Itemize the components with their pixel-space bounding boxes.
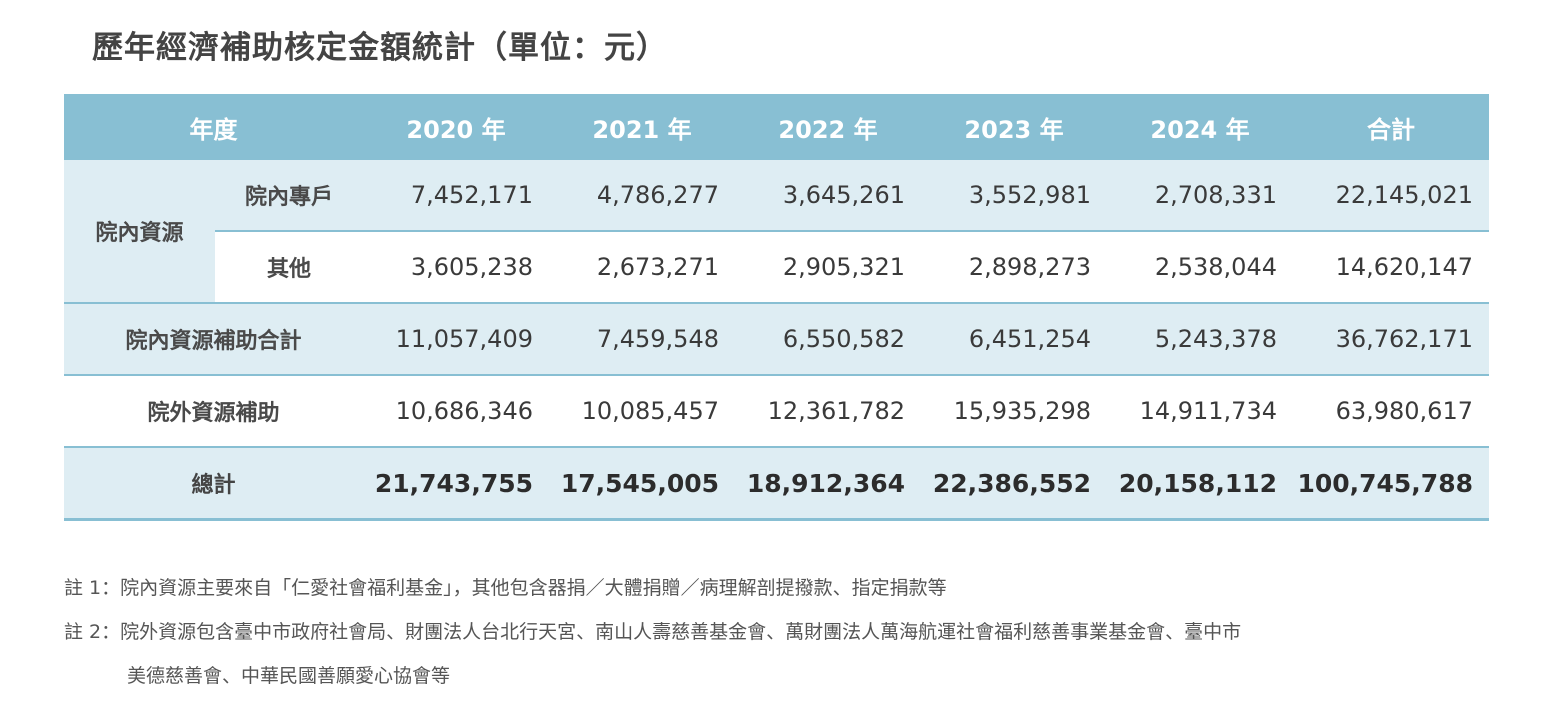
cell-value: 3,645,261 — [735, 160, 921, 232]
cell-value: 22,386,552 — [921, 447, 1107, 521]
header-2021: 2021 年 — [549, 94, 735, 160]
cell-value: 2,905,321 — [735, 231, 921, 304]
cell-value: 12,361,782 — [735, 375, 921, 448]
group-label: 院內資源 — [64, 160, 215, 304]
page-title: 歷年經濟補助核定金額統計（單位：元） — [92, 30, 668, 66]
cell-value: 7,452,171 — [363, 160, 549, 232]
cell-value: 36,762,171 — [1293, 303, 1489, 376]
cell-value: 6,550,582 — [735, 303, 921, 376]
header-year-label: 年度 — [64, 94, 363, 160]
table-row: 其他 3,605,238 2,673,271 2,905,321 2,898,2… — [64, 231, 1489, 304]
cell-value: 7,459,548 — [549, 303, 735, 376]
footnote-2-continuation: 美德慈善會、中華民國善願愛心協會等 — [127, 665, 451, 687]
cell-value: 10,686,346 — [363, 375, 549, 448]
footnote-2-prefix: 註 2： — [64, 621, 121, 643]
cell-value: 15,935,298 — [921, 375, 1107, 448]
footnote-1-prefix: 註 1： — [64, 577, 121, 599]
row-label: 院外資源補助 — [64, 375, 363, 448]
cell-value: 17,545,005 — [549, 447, 735, 521]
row-label: 其他 — [215, 231, 363, 304]
cell-value: 2,673,271 — [549, 231, 735, 304]
footnotes: 註 1：院內資源主要來自「仁愛社會福利基金」，其他包含器捐／大體捐贈／病理解剖提… — [64, 566, 1484, 698]
table-row: 院內資源 院內專戶 7,452,171 4,786,277 3,645,261 … — [64, 160, 1489, 304]
cell-value: 6,451,254 — [921, 303, 1107, 376]
cell-value: 2,708,331 — [1107, 160, 1293, 232]
cell-value: 2,538,044 — [1107, 231, 1293, 304]
footnote-1-text: 院內資源主要來自「仁愛社會福利基金」，其他包含器捐／大體捐贈／病理解剖提撥款、指… — [120, 577, 947, 599]
cell-value: 18,912,364 — [735, 447, 921, 521]
funding-table: 年度 2020 年 2021 年 2022 年 2023 年 2024 年 合計… — [64, 94, 1489, 521]
cell-value: 5,243,378 — [1107, 303, 1293, 376]
row-label: 總計 — [64, 447, 363, 521]
header-total: 合計 — [1293, 94, 1489, 160]
total-row: 總計 21,743,755 17,545,005 18,912,364 22,3… — [64, 447, 1489, 521]
header-2024: 2024 年 — [1107, 94, 1293, 160]
footnote-2-text: 院外資源包含臺中市政府社會局、財團法人台北行天宮、南山人壽慈善基金會、萬財團法人… — [120, 621, 1242, 643]
cell-value: 21,743,755 — [363, 447, 549, 521]
footnote-2: 註 2：院外資源包含臺中市政府社會局、財團法人台北行天宮、南山人壽慈善基金會、萬… — [64, 610, 1484, 654]
cell-value: 11,057,409 — [363, 303, 549, 376]
header-2022: 2022 年 — [735, 94, 921, 160]
footnote-1: 註 1：院內資源主要來自「仁愛社會福利基金」，其他包含器捐／大體捐贈／病理解剖提… — [64, 566, 1484, 610]
table-row: 院內資源補助合計 11,057,409 7,459,548 6,550,582 … — [64, 303, 1489, 376]
cell-value: 100,745,788 — [1293, 447, 1489, 521]
header-row: 年度 2020 年 2021 年 2022 年 2023 年 2024 年 合計 — [64, 94, 1489, 160]
cell-value: 2,898,273 — [921, 231, 1107, 304]
table-row: 院外資源補助 10,686,346 10,085,457 12,361,782 … — [64, 375, 1489, 448]
header-2020: 2020 年 — [363, 94, 549, 160]
cell-value: 20,158,112 — [1107, 447, 1293, 521]
cell-value: 14,620,147 — [1293, 231, 1489, 304]
row-label: 院內資源補助合計 — [64, 303, 363, 376]
cell-value: 14,911,734 — [1107, 375, 1293, 448]
cell-value: 63,980,617 — [1293, 375, 1489, 448]
header-2023: 2023 年 — [921, 94, 1107, 160]
cell-value: 4,786,277 — [549, 160, 735, 232]
row-label: 院內專戶 — [215, 160, 363, 232]
cell-value: 3,552,981 — [921, 160, 1107, 232]
cell-value: 3,605,238 — [363, 231, 549, 304]
cell-value: 22,145,021 — [1293, 160, 1489, 232]
cell-value: 10,085,457 — [549, 375, 735, 448]
